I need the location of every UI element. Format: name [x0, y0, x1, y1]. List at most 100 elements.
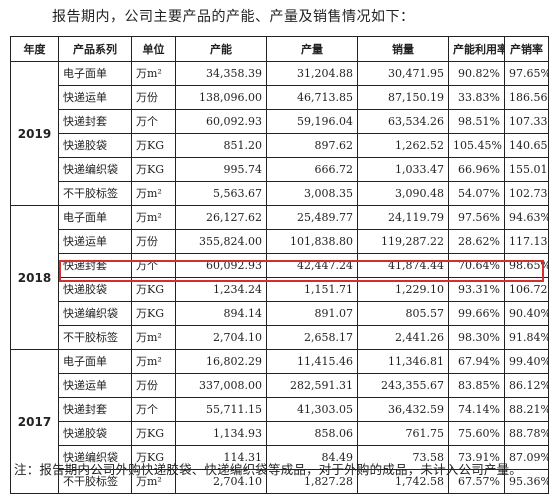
utilization-cell: 66.96% — [448, 157, 505, 182]
sales-cell: 243,355.67 — [357, 373, 449, 398]
sales-cell: 1,742.58 — [357, 469, 449, 494]
product-name-cell: 快递封套 — [58, 109, 132, 134]
table-row: 快递胶袋 万KG 851.20 897.62 1,262.52 105.45% 140.65… — [11, 133, 549, 158]
capacity-cell: 60,092.93 — [175, 253, 267, 278]
product-name-cell: 不干胶标签 — [58, 469, 132, 494]
capacity-cell: 355,824.00 — [175, 229, 267, 254]
unit-cell: 万KG — [131, 277, 176, 302]
product-name-cell: 快递运单 — [58, 85, 132, 110]
sales-cell: 36,432.59 — [357, 397, 449, 422]
unit-cell: 万份 — [131, 373, 176, 398]
table-row: 快递封套 万个 60,092.93 59,196.04 63,534.26 98.51% 1… — [11, 109, 549, 134]
product-name-cell: 快递胶袋 — [58, 133, 132, 158]
unit-cell: 万KG — [131, 301, 176, 326]
year-cell: 2017 — [10, 349, 59, 494]
output-cell: 41,303.05 — [266, 397, 358, 422]
table-row: 快递编织袋 万KG 114.31 84.49 73.58 73.91% 87.09% — [11, 445, 549, 470]
output-cell: 897.62 — [266, 133, 358, 158]
capacity-cell: 1,134.93 — [175, 421, 267, 446]
sales-rate-cell: 97.65% — [504, 61, 549, 86]
product-name-cell: 不干胶标签 — [58, 325, 132, 350]
sales-cell: 24,119.79 — [357, 205, 449, 230]
unit-cell: 万m² — [131, 61, 176, 86]
utilization-cell: 83.85% — [448, 373, 505, 398]
sales-cell: 63,534.26 — [357, 109, 449, 134]
table-row: 2019 电子面单 万m² 34,358.39 31,204.88 30,471.95 90… — [10, 61, 549, 206]
intro-text: 报告期内，公司主要产品的产能、产量及销售情况如下： — [52, 9, 415, 25]
sales-cell: 761.75 — [357, 421, 449, 446]
output-cell: 3,008.35 — [266, 181, 358, 206]
utilization-cell: 105.45% — [448, 133, 505, 158]
output-cell: 25,489.77 — [266, 205, 358, 230]
product-name-cell: 电子面单 — [58, 349, 132, 374]
sales-rate-cell: 140.65% — [504, 133, 549, 158]
sales-cell: 1,229.10 — [357, 277, 449, 302]
sales-cell: 805.57 — [357, 301, 449, 326]
unit-cell: 万KG — [131, 157, 176, 182]
sales-rate-cell: 99.40% — [504, 349, 549, 374]
table-row: 不干胶标签 万m² 2,704.10 2,658.17 2,441.26 98.30% 91… — [11, 325, 549, 350]
sales-rate-cell: 186.56% — [504, 85, 549, 110]
unit-cell: 万m² — [131, 469, 176, 494]
sales-cell: 1,262.52 — [357, 133, 449, 158]
sales-rate-cell: 88.78% — [504, 421, 549, 446]
sales-rate-cell: 107.33% — [504, 109, 549, 134]
unit-cell: 万m² — [131, 349, 176, 374]
product-name-cell: 快递封套 — [58, 397, 132, 422]
table-row: 快递运单 万份 337,008.00 282,591.31 243,355.67 83.8… — [11, 373, 549, 398]
utilization-cell: 67.57% — [448, 469, 505, 494]
sales-rate-cell: 98.65% — [504, 253, 549, 278]
sales-rate-cell: 117.13% — [504, 229, 549, 254]
output-cell: 42,447.24 — [266, 253, 358, 278]
output-cell: 46,713.85 — [266, 85, 358, 110]
output-cell: 666.72 — [266, 157, 358, 182]
capacity-cell: 851.20 — [175, 133, 267, 158]
production-table: 年度 产品系列 单位 产能 产量 销量 产能利用率 产销率 2019 电子面单 万m… — [10, 36, 549, 494]
header-utilization: 产能利用率 — [448, 36, 505, 62]
table-row: 2018 电子面单 万m² 26,127.62 25,489.77 24,119.79 97… — [10, 205, 549, 350]
year-group-2017: 2017 电子面单 万m² 16,802.29 11,415.46 11,346.81 67… — [10, 349, 549, 494]
output-cell: 2,658.17 — [266, 325, 358, 350]
sales-rate-cell: 88.21% — [504, 397, 549, 422]
table-row: 快递编织袋 万KG 995.74 666.72 1,033.47 66.96% 155.01… — [11, 157, 549, 182]
utilization-cell: 54.07% — [448, 181, 505, 206]
sales-rate-cell: 155.01% — [504, 157, 549, 182]
output-cell: 31,204.88 — [266, 61, 358, 86]
capacity-cell: 894.14 — [175, 301, 267, 326]
sales-cell: 119,287.22 — [357, 229, 449, 254]
capacity-cell: 138,096.00 — [175, 85, 267, 110]
capacity-cell: 60,092.93 — [175, 109, 267, 134]
unit-cell: 万个 — [131, 397, 176, 422]
sales-rate-cell: 91.84% — [504, 325, 549, 350]
output-cell: 11,415.46 — [266, 349, 358, 374]
year-cell: 2018 — [10, 205, 59, 350]
sales-rate-cell: 90.40% — [504, 301, 549, 326]
capacity-cell: 26,127.62 — [175, 205, 267, 230]
output-cell: 59,196.04 — [266, 109, 358, 134]
table-row: 2017 电子面单 万m² 16,802.29 11,415.46 11,346.81 67… — [10, 349, 549, 494]
utilization-cell: 99.66% — [448, 301, 505, 326]
unit-cell: 万个 — [131, 253, 176, 278]
unit-cell: 万m² — [131, 181, 176, 206]
sales-cell: 2,441.26 — [357, 325, 449, 350]
header-year: 年度 — [10, 36, 59, 62]
product-name-cell: 快递编织袋 — [58, 301, 132, 326]
sales-rate-cell: 95.36% — [504, 469, 549, 494]
sales-cell: 30,471.95 — [357, 61, 449, 86]
capacity-cell: 2,704.10 — [175, 469, 267, 494]
output-cell: 282,591.31 — [266, 373, 358, 398]
header-output: 产量 — [266, 36, 358, 62]
capacity-cell: 16,802.29 — [175, 349, 267, 374]
product-name-cell: 快递封套 — [58, 253, 132, 278]
utilization-cell: 70.64% — [448, 253, 505, 278]
sales-rate-cell: 106.72% — [504, 277, 549, 302]
header-row: 年度 产品系列 单位 产能 产量 销量 产能利用率 产销率 — [10, 36, 549, 62]
capacity-cell: 34,358.39 — [175, 61, 267, 86]
table-row: 快递胶袋 万KG 1,234.24 1,151.71 1,229.10 93.31% 106… — [11, 277, 549, 302]
sales-cell: 11,346.81 — [357, 349, 449, 374]
output-cell: 1,827.28 — [266, 469, 358, 494]
product-name-cell: 电子面单 — [58, 61, 132, 86]
unit-cell: 万m² — [131, 205, 176, 230]
product-name-cell: 快递运单 — [58, 373, 132, 398]
sales-cell: 1,033.47 — [357, 157, 449, 182]
